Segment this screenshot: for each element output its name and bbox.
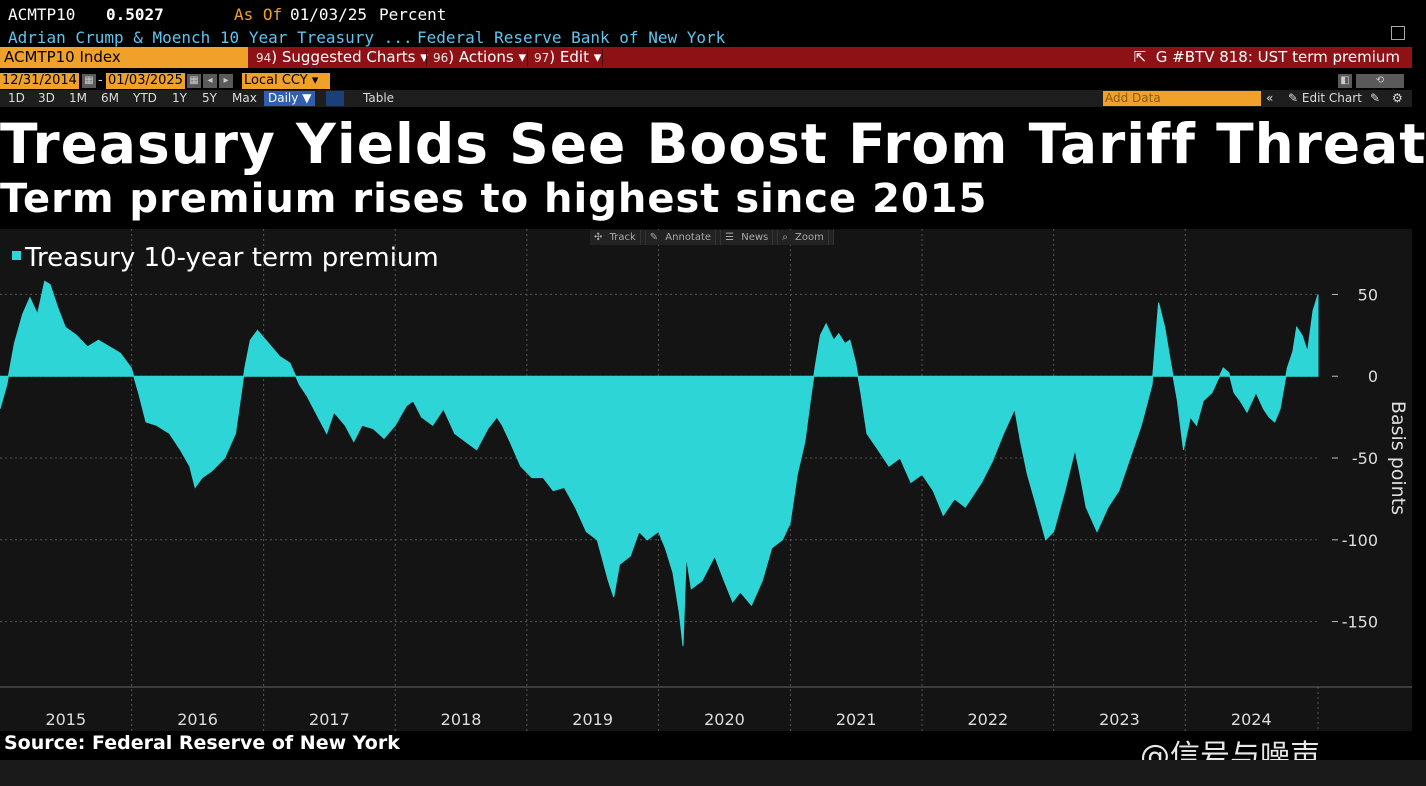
x-tick-label: 2016 [177,710,218,729]
frequency-dropdown[interactable]: Daily ▼ [264,91,316,106]
edit-icon[interactable]: ✎ [1370,91,1381,105]
period-ytd[interactable]: YTD [133,91,157,105]
menu-edit[interactable]: 97) Edit ▾ [534,48,602,66]
external-link-icon: ⇱ [1133,48,1147,66]
x-tick-label: 2017 [309,710,350,729]
edit-chart-button[interactable]: ✎ Edit Chart [1288,91,1362,105]
chart-title-link[interactable]: ⇱ G #BTV 818: UST term premium [1133,48,1400,66]
end-date-field[interactable]: 01/03/2025 [106,73,185,89]
y-tick-label: -100 [1342,531,1378,550]
last-value: 0.5027 [106,5,164,24]
add-data-input[interactable]: Add Data [1103,91,1261,106]
x-tick-label: 2021 [836,710,877,729]
x-tick-label: 2018 [441,710,482,729]
legend-swatch [12,251,21,260]
y-tick-label: -150 [1342,613,1378,632]
prev-range-icon[interactable]: ◂ [203,74,217,88]
zoom-tool[interactable]: ⌕ Zoom [778,230,834,245]
period-6m[interactable]: 6M [101,91,119,105]
period-3d[interactable]: 3D [38,91,55,105]
period-row: 1D 3D 1M 6M YTD 1Y 5Y Max Daily ▼ Table … [0,90,1412,107]
x-tick-label: 2024 [1231,710,1272,729]
track-tool[interactable]: ✣ Track [590,230,646,245]
x-tick-label: 2022 [968,710,1009,729]
ticker-label: ACMTP10 [8,5,76,24]
term-premium-chart: 50 0 -50 -100 -150 2015 2016 2017 2018 2019 2020 20… [0,229,1412,731]
next-range-icon[interactable]: ▸ [219,74,233,88]
menu-actions[interactable]: 96) Actions ▾ [433,48,527,66]
period-1d[interactable]: 1D [8,91,25,105]
collapse-icon[interactable]: « [1266,91,1274,105]
annotate-tool[interactable]: ✎ Annotate [646,230,722,245]
start-date-field[interactable]: 12/31/2014 [0,73,79,89]
news-tool[interactable]: ☰ News [721,230,779,245]
x-tick-label: 2023 [1099,710,1140,729]
unit-label: Percent [379,5,447,24]
chart-type-icon[interactable] [326,91,344,106]
y-tick-label: 50 [1358,285,1378,304]
security-info-row: ACMTP10 0.5027 As Of 01/03/25 Percent [0,0,1426,28]
menu-suggested-charts[interactable]: 94) Suggested Charts ▾ [256,48,428,66]
chart-legend: Treasury 10-year term premium [12,243,439,273]
legend-label: Treasury 10-year term premium [25,243,439,273]
description-row: Adrian Crump & Moench 10 Year Treasury .… [0,28,1426,47]
y-tick-label: -50 [1352,449,1378,468]
as-of-date: 01/03/25 [290,5,368,24]
x-tick-label: 2019 [572,710,613,729]
chart-toolbar: ✣ Track ✎ Annotate ☰ News ⌕ Zoom [590,230,834,245]
settings-gear-icon[interactable]: ⚙ [1392,91,1403,105]
series-area-term-premium [0,280,1319,647]
source-note: Source: Federal Reserve of New York [4,732,400,754]
x-tick-label: 2015 [45,710,86,729]
period-max[interactable]: Max [232,91,257,105]
headline: Treasury Yields See Boost From Tariff Th… [0,112,1426,176]
x-tick-label: 2020 [704,710,745,729]
y-axis-label: Basis points [1387,401,1409,515]
window-resize-icon[interactable] [1391,26,1405,40]
period-1y[interactable]: 1Y [172,91,187,105]
y-tick-label: 0 [1368,367,1378,386]
table-button[interactable]: Table [363,91,395,105]
start-calendar-icon[interactable]: ▦ [82,74,96,88]
period-1m[interactable]: 1M [69,91,87,105]
security-description: Adrian Crump & Moench 10 Year Treasury .… [8,28,413,47]
security-field[interactable]: ACMTP10 Index [0,47,248,68]
currency-dropdown[interactable]: Local CCY ▾ [242,73,330,89]
layout-icon[interactable]: ◧ [1338,74,1352,88]
command-bar: ACMTP10 Index 94) Suggested Charts ▾ 96)… [0,47,1412,68]
date-range-row: 12/31/2014 ▦ - 01/03/2025 ▦ ◂ ▸ Local CC… [0,72,1412,90]
source-organization: Federal Reserve Bank of New York [417,28,726,47]
as-of-label: As Of [234,5,283,24]
end-calendar-icon[interactable]: ▦ [187,74,201,88]
subheadline: Term premium rises to highest since 2015 [0,176,988,222]
bottom-strip [0,760,1426,786]
undo-icon[interactable]: ⟲ [1356,74,1404,88]
period-5y[interactable]: 5Y [202,91,217,105]
